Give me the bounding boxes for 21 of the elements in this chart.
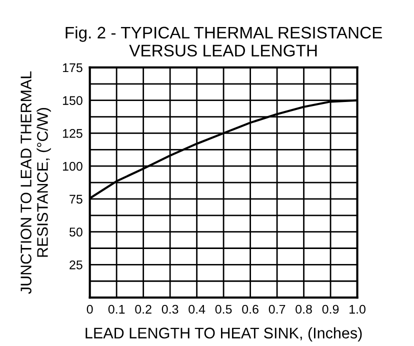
- x-tick-label: 0.1: [108, 304, 125, 314]
- y-tick-label: 100: [62, 162, 82, 171]
- y-tick-label: 175: [62, 63, 82, 72]
- x-axis-title: LEAD LENGTH TO HEAT SINK, (Inches): [86, 327, 362, 342]
- y-axis-title: JUNCTION TO LEAD THERMAL RESISTANCE, (°C/W): [20, 71, 51, 294]
- x-tick-label: 0.9: [322, 304, 339, 314]
- y-tick-label: 125: [62, 129, 82, 138]
- x-tick-label: 0.3: [162, 304, 178, 314]
- x-tick-label: 0.6: [242, 304, 258, 314]
- x-tick-label: 0.5: [215, 304, 232, 314]
- x-tick-label: 0.2: [135, 304, 152, 314]
- x-tick-label: 0: [86, 304, 93, 314]
- y-tick-label: 150: [62, 96, 82, 105]
- x-tick-label: 0.4: [188, 304, 206, 314]
- x-tick-label: 0.8: [296, 304, 312, 314]
- x-tick-label: 0.7: [268, 304, 286, 314]
- x-tick-label: 1.0: [350, 304, 366, 314]
- chart-title: Fig. 2 - TYPICAL THERMAL RESISTANCE VERSUS LEAD LENGTH: [66, 26, 382, 57]
- y-tick-label: 25: [70, 260, 82, 270]
- y-tick-label: 50: [69, 228, 82, 236]
- y-tick-label: 75: [70, 194, 82, 204]
